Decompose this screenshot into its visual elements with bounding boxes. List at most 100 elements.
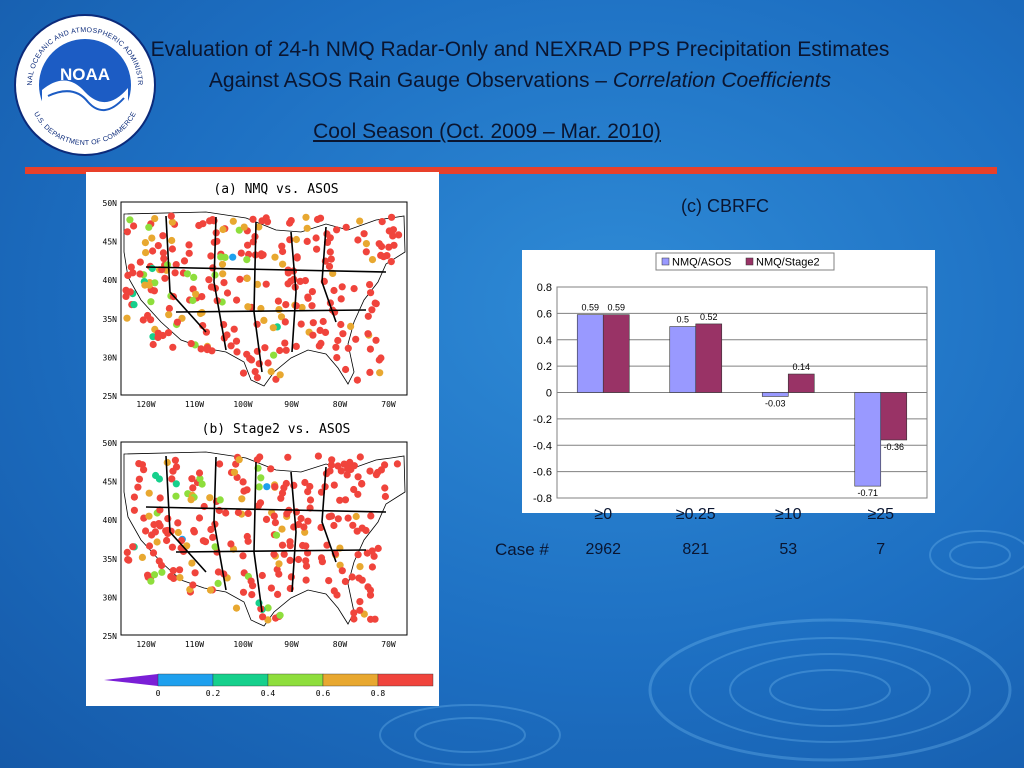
station-dot xyxy=(163,536,171,545)
category-label: ≥10 xyxy=(774,506,802,523)
station-dot xyxy=(336,561,344,569)
station-dot xyxy=(244,509,252,517)
station-dot xyxy=(145,542,154,550)
station-dot xyxy=(233,296,241,304)
legend-label-0: NMQ/ASOS xyxy=(672,257,731,269)
map-panel-a: (a) NMQ vs. ASOS 50N 45N 40N 35N 30N 25N 120W 11… xyxy=(103,182,408,409)
accent-rule xyxy=(25,167,997,174)
station-dot xyxy=(367,289,375,297)
station-dot xyxy=(171,456,179,464)
station-dot xyxy=(249,215,257,223)
map-panel-title: (b) Stage2 vs. ASOS xyxy=(202,422,351,437)
station-dot xyxy=(330,521,338,530)
lat-label: 45N xyxy=(103,478,118,487)
chart-legend: NMQ/ASOS NMQ/Stage2 xyxy=(655,252,835,271)
lon-label: 100W xyxy=(233,640,252,649)
station-dot xyxy=(276,346,284,355)
station-dot xyxy=(206,586,215,594)
station-dot xyxy=(281,339,289,347)
station-dot xyxy=(328,456,336,464)
station-dot xyxy=(130,493,138,501)
station-dot xyxy=(150,521,158,529)
station-dot xyxy=(395,231,403,239)
station-dot xyxy=(223,289,232,297)
station-dot xyxy=(201,538,210,546)
colorbar-segment xyxy=(157,673,214,687)
station-dot xyxy=(301,528,309,536)
station-dot xyxy=(165,311,173,319)
station-dot xyxy=(341,577,349,586)
station-dot xyxy=(220,279,228,287)
station-dot xyxy=(135,475,143,483)
lat-label: 35N xyxy=(103,555,118,564)
station-dot xyxy=(244,241,252,249)
station-dot xyxy=(240,223,248,231)
station-dot xyxy=(136,270,144,278)
colorbar: 0 0.2 0.4 0.6 0.8 xyxy=(104,673,434,698)
station-dot xyxy=(275,560,283,568)
station-dot xyxy=(142,249,150,257)
station-dot xyxy=(219,270,227,278)
station-dot xyxy=(149,340,157,349)
station-dot xyxy=(144,571,152,579)
station-dot xyxy=(277,494,285,502)
region-border xyxy=(213,456,227,591)
station-dot xyxy=(239,478,247,486)
station-dot xyxy=(354,473,362,481)
lon-label: 120W xyxy=(136,640,155,649)
station-dot xyxy=(168,475,176,483)
station-dot xyxy=(313,215,322,224)
slide-title-line1: Evaluation of 24-h NMQ Radar-Only and NE… xyxy=(150,38,890,61)
station-dot xyxy=(176,574,184,582)
bar-nmq-asos-3 xyxy=(854,392,882,487)
station-dot xyxy=(267,584,275,592)
station-dot xyxy=(160,255,168,263)
station-dot xyxy=(218,260,227,268)
station-dot xyxy=(350,485,358,494)
station-dot xyxy=(216,496,224,504)
bar-nmq-stage2-2 xyxy=(787,373,815,393)
station-dot xyxy=(298,303,306,312)
station-dot xyxy=(190,273,198,281)
station-dot xyxy=(229,217,237,225)
station-dot xyxy=(279,260,287,268)
station-dot xyxy=(326,467,334,475)
station-dot xyxy=(189,296,197,305)
station-dot xyxy=(270,351,278,359)
lon-label: 80W xyxy=(333,640,348,649)
station-dot xyxy=(325,513,333,521)
station-dot xyxy=(154,333,162,342)
station-dot xyxy=(197,345,205,353)
station-dot xyxy=(334,336,342,345)
bar-nmq-stage2-1 xyxy=(695,323,723,393)
station-dot xyxy=(296,277,304,285)
case-count: 53 xyxy=(779,541,798,558)
data-label: -0.36 xyxy=(883,442,904,452)
station-dot xyxy=(294,555,303,564)
station-dot xyxy=(147,298,155,306)
station-dot xyxy=(334,462,342,470)
station-dot xyxy=(227,342,235,350)
station-dot xyxy=(282,346,290,354)
station-dot xyxy=(207,283,215,291)
station-dot xyxy=(163,458,171,467)
station-dot xyxy=(341,496,350,504)
y-tick-label: -0.4 xyxy=(533,440,552,452)
colorbar-tick: 0.8 xyxy=(371,689,386,698)
station-dot xyxy=(321,328,330,336)
station-dot xyxy=(282,479,290,488)
colorbar-tick: 0.6 xyxy=(316,689,331,698)
station-dot xyxy=(246,354,254,363)
station-dot xyxy=(232,604,241,612)
station-dot xyxy=(169,567,177,575)
colorbar-segment xyxy=(377,673,434,687)
data-label: 0.59 xyxy=(581,303,599,313)
y-tick-label: 0.4 xyxy=(537,335,552,347)
legend-swatch-0 xyxy=(661,257,670,266)
station-dot xyxy=(364,312,372,320)
map-panel-title: (a) NMQ vs. ASOS xyxy=(213,182,338,197)
bar-nmq-stage2-0 xyxy=(602,314,630,393)
station-dot xyxy=(302,562,311,570)
station-dot xyxy=(272,375,280,383)
